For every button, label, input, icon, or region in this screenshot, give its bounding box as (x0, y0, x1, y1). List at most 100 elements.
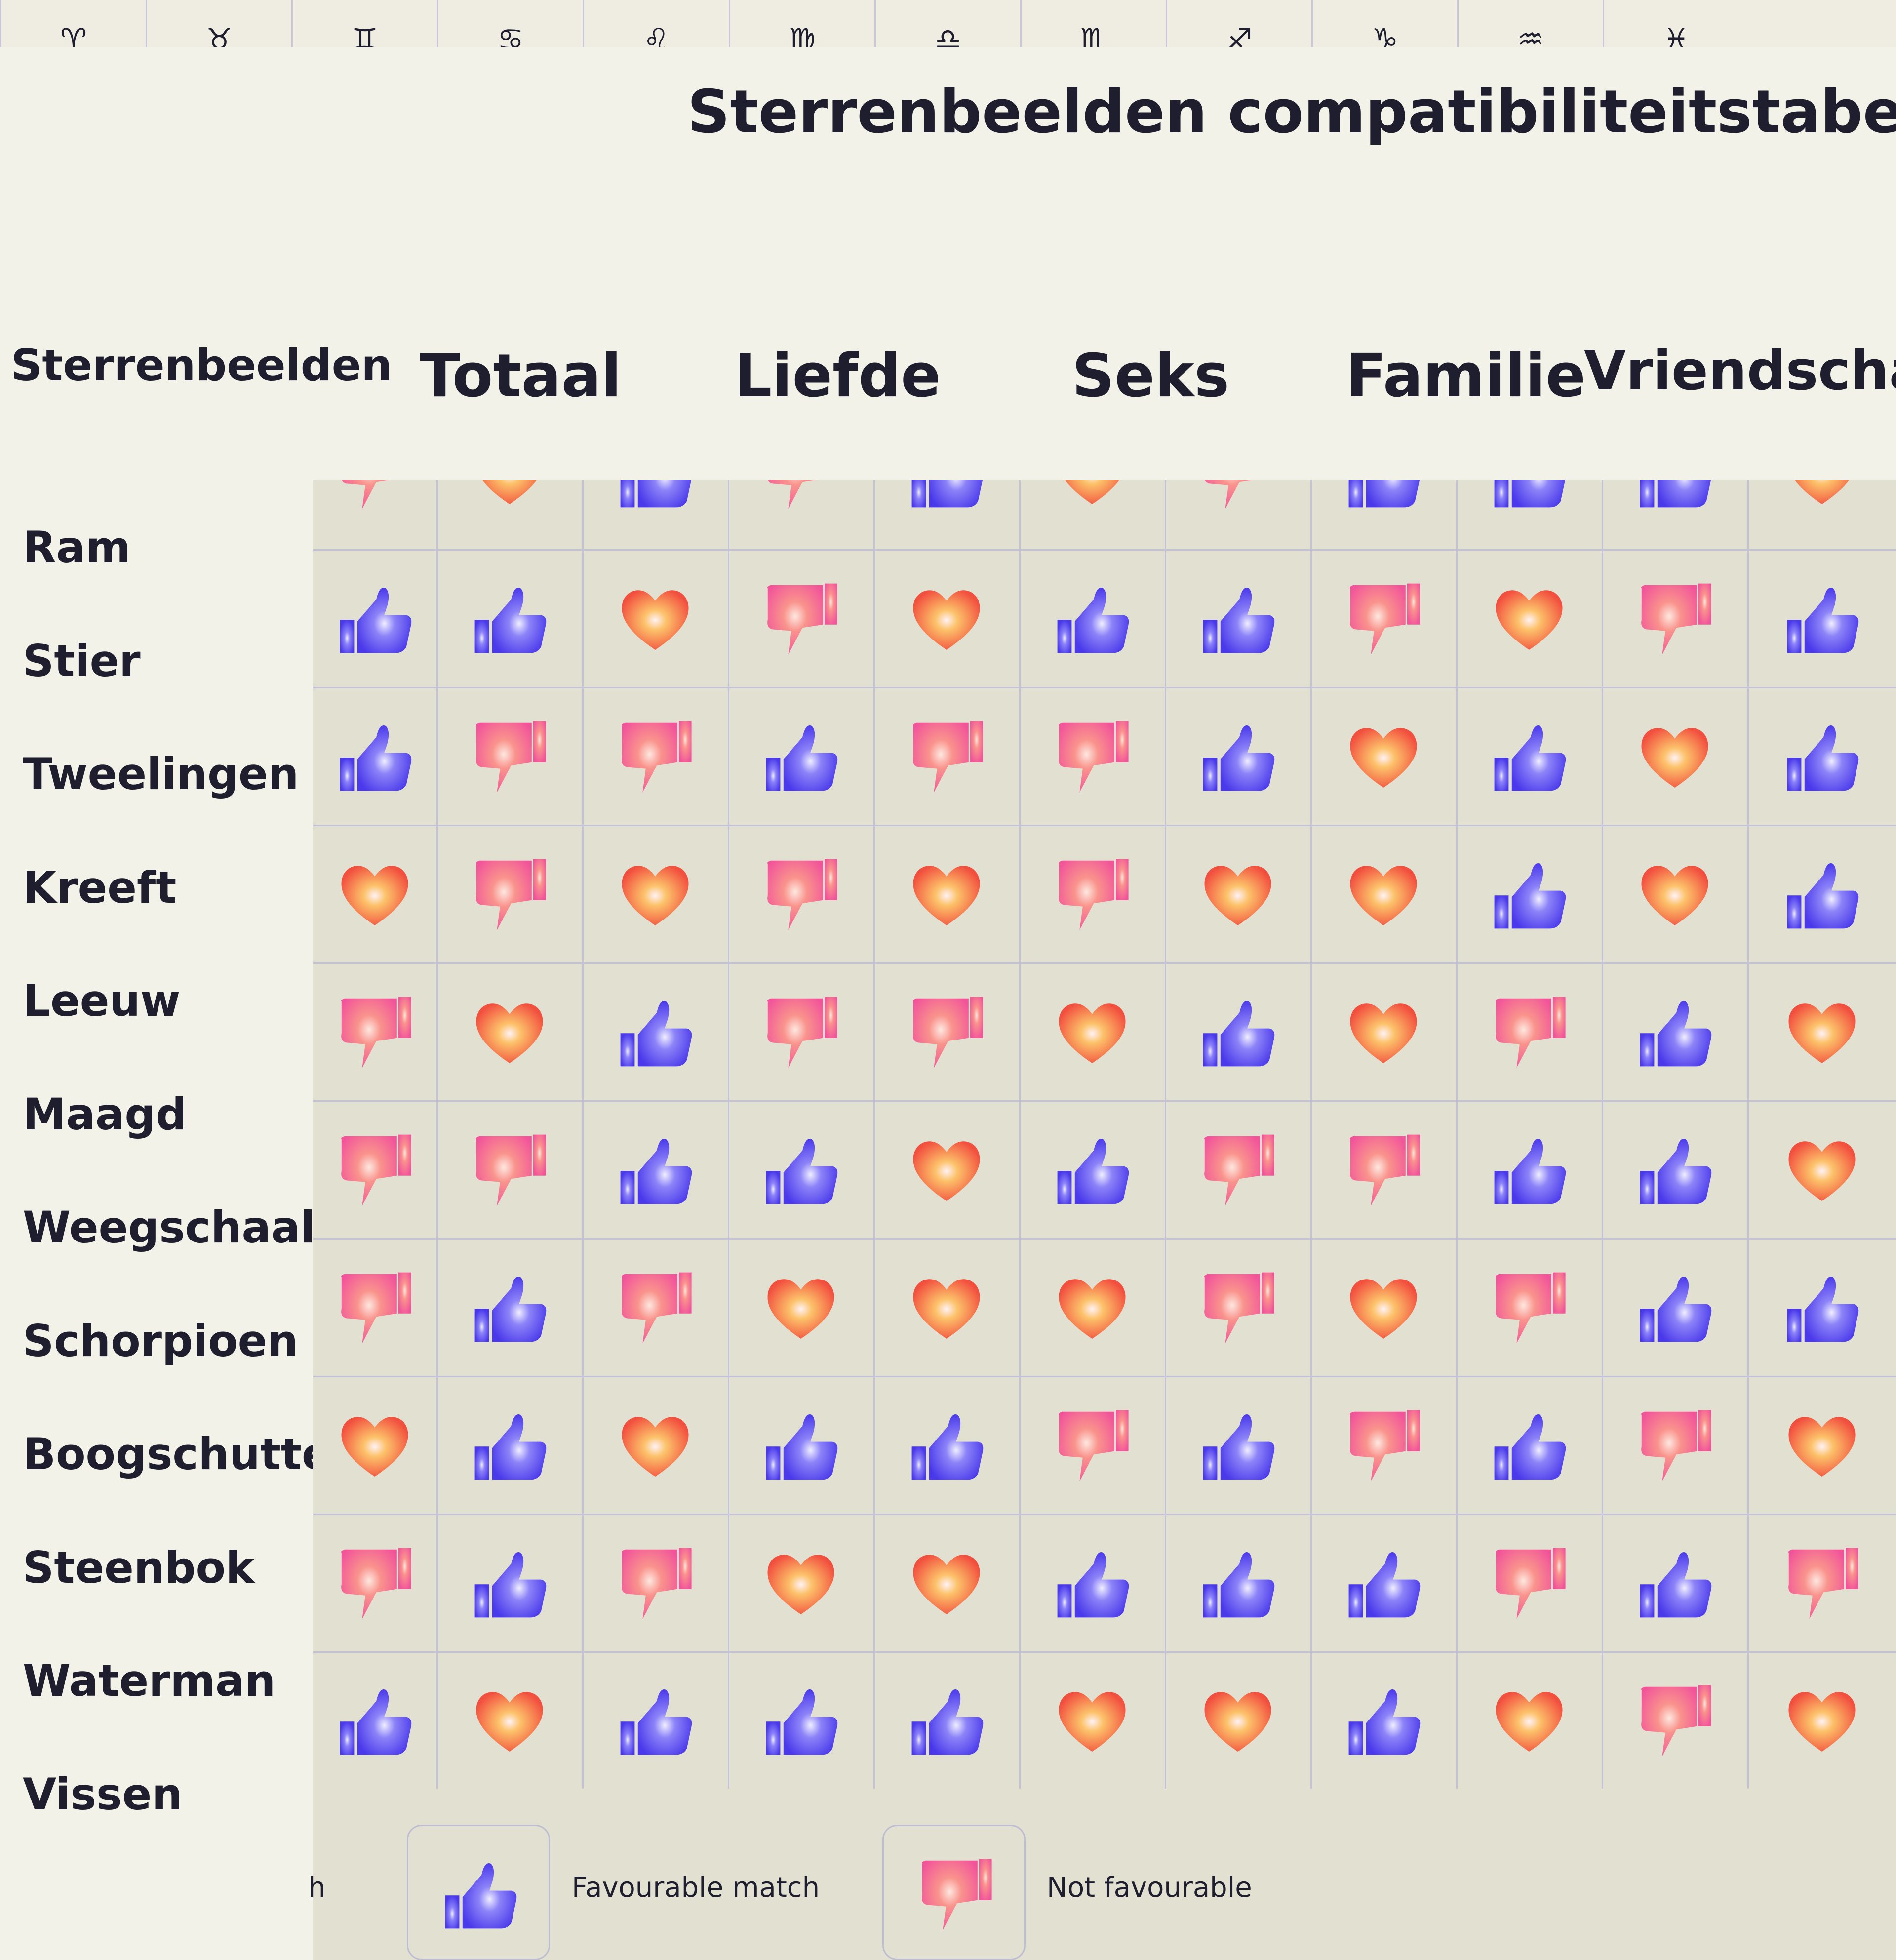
thumbs-down-icon[interactable] (1635, 1680, 1714, 1760)
thumbs-up-icon[interactable] (1490, 480, 1569, 512)
thumbs-up-icon[interactable] (761, 1680, 840, 1760)
thumbs-down-icon[interactable] (1635, 1405, 1714, 1484)
heart-icon[interactable] (761, 1268, 840, 1347)
thumbs-down-icon[interactable] (1198, 1268, 1277, 1347)
heart-icon[interactable] (907, 854, 986, 933)
thumbs-up-icon[interactable] (1490, 717, 1569, 796)
thumbs-up-icon[interactable] (1198, 579, 1277, 658)
thumbs-up-icon[interactable] (1344, 480, 1423, 512)
thumbs-up-icon[interactable] (1782, 854, 1861, 933)
thumbs-up-icon[interactable] (1053, 1130, 1132, 1209)
heart-icon[interactable] (1198, 854, 1277, 933)
heart-icon[interactable] (1782, 1405, 1861, 1484)
thumbs-up-icon[interactable] (1053, 1543, 1132, 1622)
heart-icon[interactable] (907, 1543, 986, 1622)
heart-icon[interactable] (1053, 1680, 1132, 1760)
thumbs-down-icon[interactable] (1490, 1543, 1569, 1622)
thumbs-down-icon[interactable] (335, 1268, 414, 1347)
heart-icon[interactable] (1782, 1130, 1861, 1209)
thumbs-down-icon[interactable] (470, 854, 549, 933)
thumbs-down-icon[interactable] (470, 1130, 549, 1209)
thumbs-down-icon[interactable] (907, 717, 986, 796)
thumbs-down-icon[interactable] (1053, 717, 1132, 796)
thumbs-up-icon[interactable] (1635, 1130, 1714, 1209)
thumbs-up-icon[interactable] (470, 579, 549, 658)
thumbs-down-icon[interactable] (335, 480, 414, 512)
heart-icon[interactable] (1635, 717, 1714, 796)
thumbs-up-icon[interactable] (1782, 579, 1861, 658)
heart-icon[interactable] (1344, 854, 1423, 933)
heart-icon[interactable] (1782, 992, 1861, 1071)
heart-icon[interactable] (1053, 992, 1132, 1071)
thumbs-up-icon[interactable] (907, 1405, 986, 1484)
thumbs-up-icon[interactable] (616, 1130, 695, 1209)
thumbs-up-icon[interactable] (1782, 717, 1861, 796)
thumbs-up-icon[interactable] (1635, 480, 1714, 512)
thumbs-down-icon[interactable] (761, 480, 840, 512)
heart-icon[interactable] (1053, 480, 1132, 512)
thumbs-up-icon[interactable] (1344, 1680, 1423, 1760)
thumbs-down-icon[interactable] (1053, 854, 1132, 933)
heart-icon[interactable] (470, 480, 549, 512)
thumbs-up-icon[interactable] (1490, 854, 1569, 933)
thumbs-down-icon[interactable] (1490, 1268, 1569, 1347)
thumbs-up-icon[interactable] (470, 1543, 549, 1622)
thumbs-down-icon[interactable] (1344, 1130, 1423, 1209)
thumbs-down-icon[interactable] (1344, 579, 1423, 658)
heart-icon[interactable] (907, 1130, 986, 1209)
heart-icon[interactable] (1344, 717, 1423, 796)
thumbs-up-icon[interactable] (761, 1405, 840, 1484)
thumbs-up-icon[interactable] (1344, 1543, 1423, 1622)
thumbs-down-icon[interactable] (335, 1130, 414, 1209)
thumbs-down-icon[interactable] (1198, 1130, 1277, 1209)
thumbs-up-icon[interactable] (1198, 717, 1277, 796)
category-love[interactable]: Liefde (734, 342, 941, 410)
heart-icon[interactable] (1198, 1680, 1277, 1760)
thumbs-up-icon[interactable] (1635, 1268, 1714, 1347)
heart-icon[interactable] (470, 1680, 549, 1760)
thumbs-up-icon[interactable] (1198, 1543, 1277, 1622)
thumbs-up-icon[interactable] (616, 480, 695, 512)
thumbs-down-icon[interactable] (761, 579, 840, 658)
thumbs-down-icon[interactable] (470, 717, 549, 796)
thumbs-up-icon[interactable] (335, 579, 414, 658)
thumbs-down-icon[interactable] (1198, 480, 1277, 512)
thumbs-up-icon[interactable] (335, 1680, 414, 1760)
thumbs-down-icon[interactable] (1053, 1405, 1132, 1484)
heart-icon[interactable] (470, 992, 549, 1071)
thumbs-up-icon[interactable] (761, 1130, 840, 1209)
thumbs-up-icon[interactable] (470, 1268, 549, 1347)
heart-icon[interactable] (1490, 579, 1569, 658)
category-total[interactable]: Totaal (420, 342, 622, 410)
heart-icon[interactable] (616, 1405, 695, 1484)
heart-icon[interactable] (335, 1405, 414, 1484)
thumbs-up-icon[interactable] (1490, 1405, 1569, 1484)
thumbs-up-icon[interactable] (1635, 992, 1714, 1071)
thumbs-up-icon[interactable] (1198, 1405, 1277, 1484)
thumbs-up-icon[interactable] (907, 1680, 986, 1760)
thumbs-up-icon[interactable] (907, 480, 986, 512)
heart-icon[interactable] (907, 1268, 986, 1347)
thumbs-up-icon[interactable] (335, 717, 414, 796)
heart-icon[interactable] (1782, 480, 1861, 512)
heart-icon[interactable] (1344, 992, 1423, 1071)
thumbs-up-icon[interactable] (1490, 1130, 1569, 1209)
thumbs-down-icon[interactable] (335, 992, 414, 1071)
heart-icon[interactable] (616, 854, 695, 933)
heart-icon[interactable] (1782, 1680, 1861, 1760)
thumbs-up-icon[interactable] (1635, 1543, 1714, 1622)
thumbs-down-icon[interactable] (616, 1543, 695, 1622)
thumbs-up-icon[interactable] (1782, 1268, 1861, 1347)
heart-icon[interactable] (335, 854, 414, 933)
thumbs-down-icon[interactable] (761, 992, 840, 1071)
thumbs-down-icon[interactable] (1490, 992, 1569, 1071)
thumbs-down-icon[interactable] (616, 1268, 695, 1347)
thumbs-down-icon[interactable] (1782, 1543, 1861, 1622)
thumbs-down-icon[interactable] (907, 992, 986, 1071)
thumbs-down-icon[interactable] (335, 1543, 414, 1622)
thumbs-up-icon[interactable] (1053, 579, 1132, 658)
thumbs-up-icon[interactable] (616, 992, 695, 1071)
thumbs-up-icon[interactable] (616, 1680, 695, 1760)
category-family[interactable]: Familie (1346, 342, 1586, 410)
thumbs-up-icon[interactable] (761, 717, 840, 796)
